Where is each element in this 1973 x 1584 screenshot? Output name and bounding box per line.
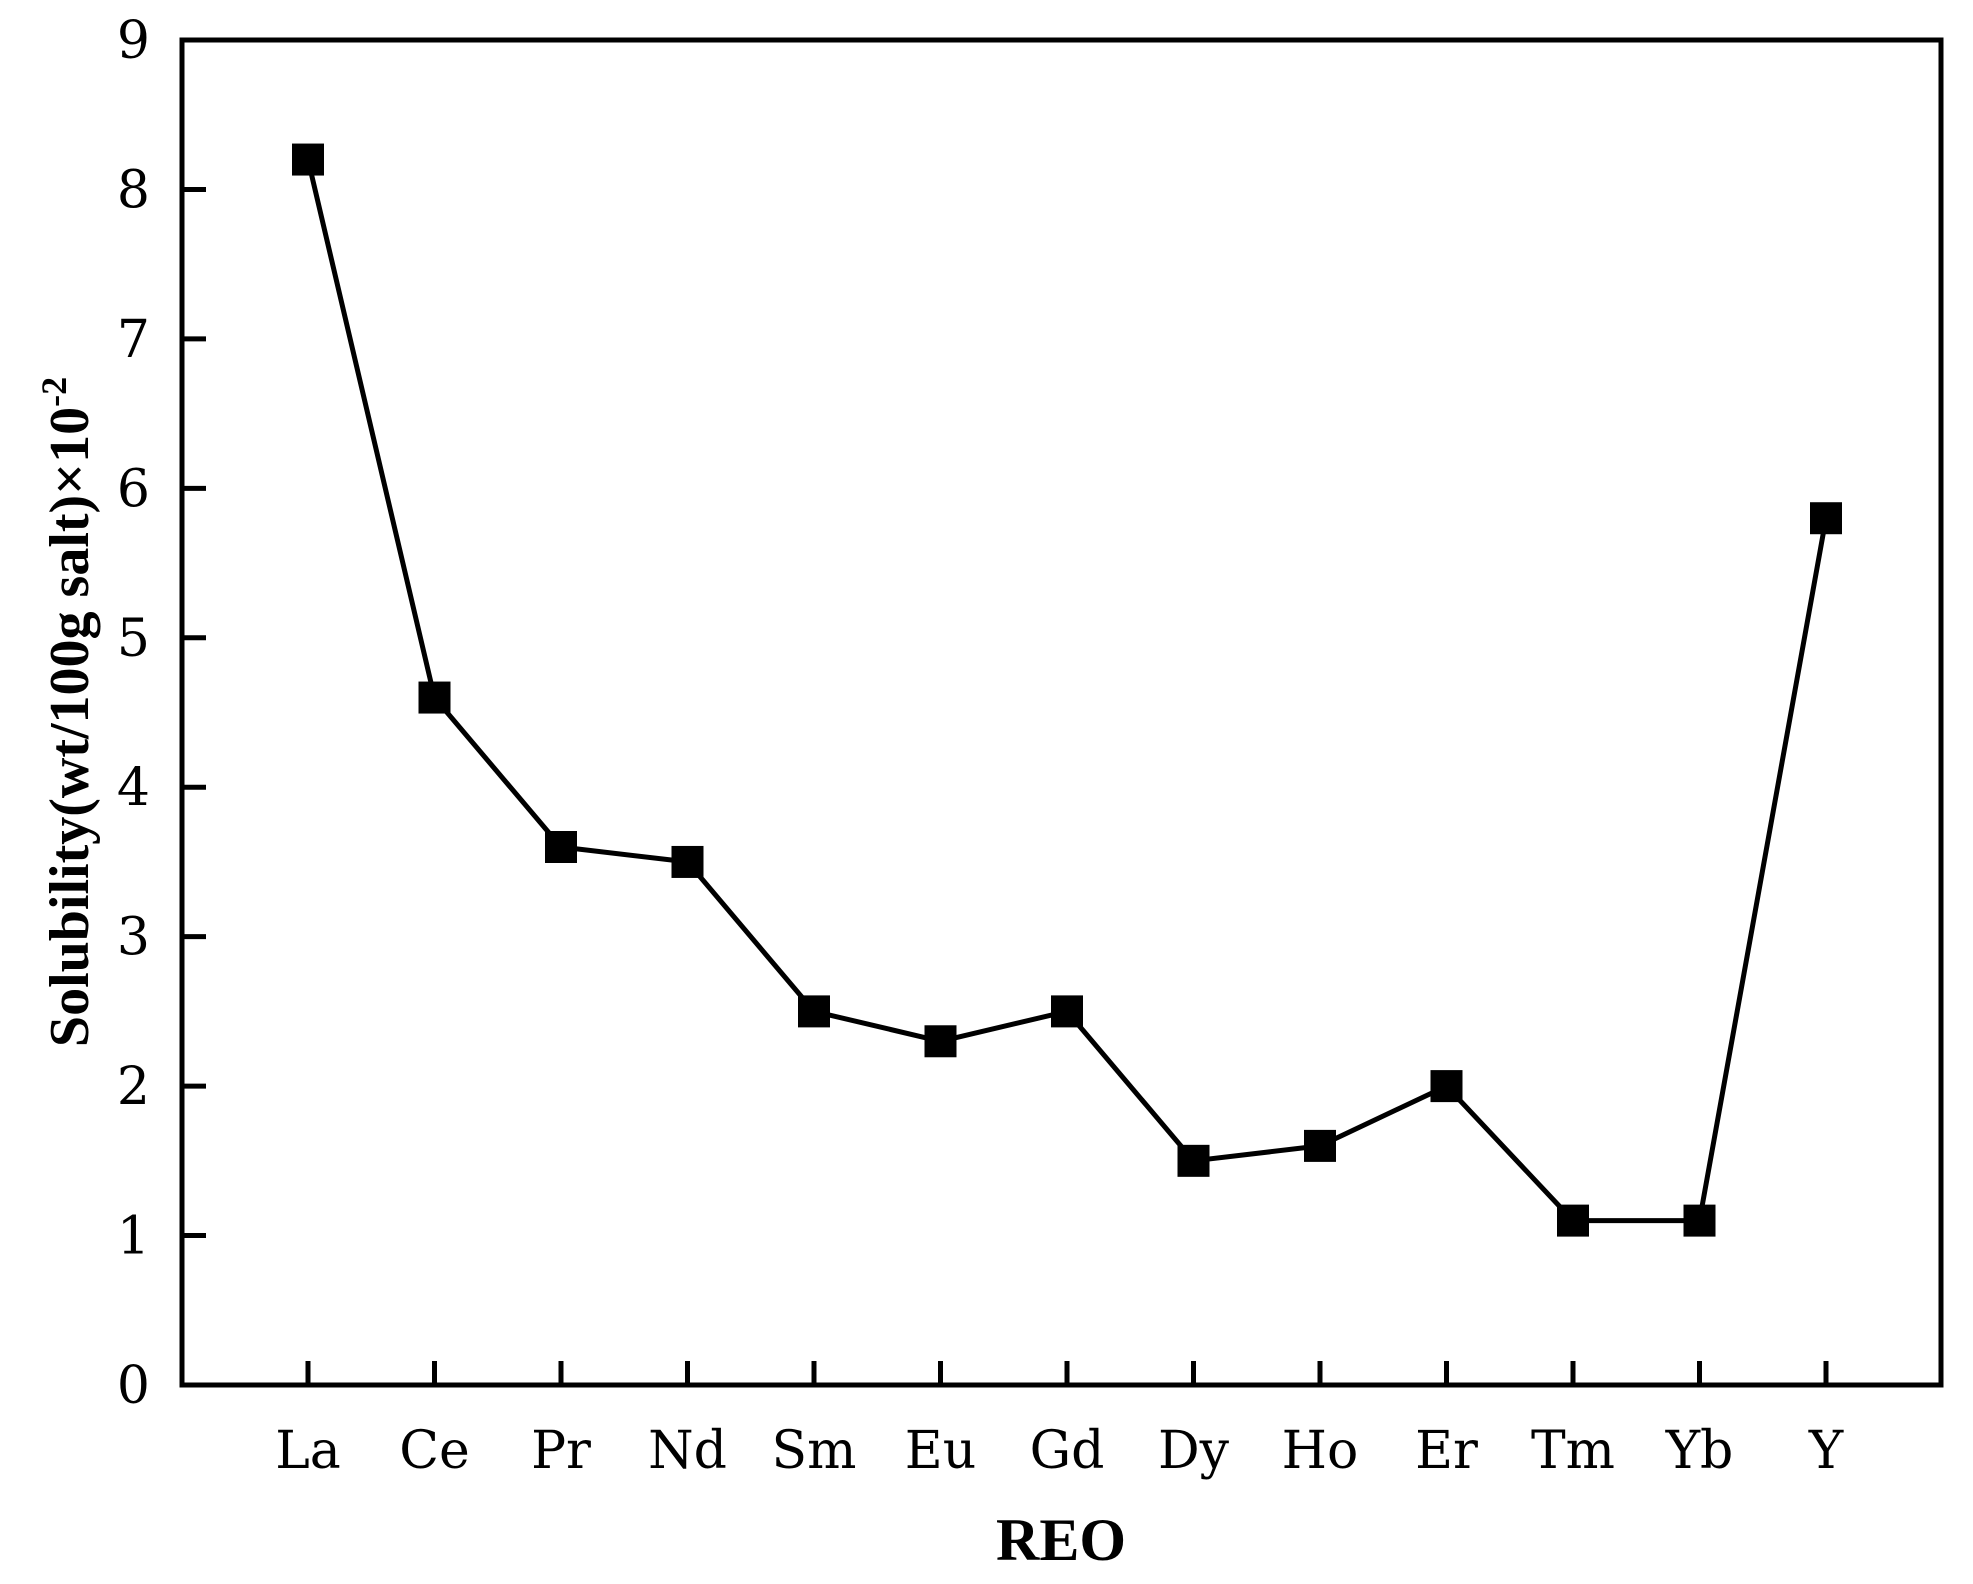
y-tick-label: 0 [117,1356,150,1416]
x-tick-label: Ho [1282,1421,1359,1481]
x-tick-label: Ce [399,1421,470,1481]
x-tick-label: Gd [1030,1421,1105,1481]
x-tick-label: Yb [1665,1421,1734,1481]
series-line [305,159,1829,1224]
data-point-marker [1051,995,1083,1028]
data-point-marker [1304,1129,1336,1162]
y-axis-title-main: Solubility(wt/100g salt)×10 [39,407,101,1047]
y-axis-title: Solubility(wt/100g salt)×10-2 [34,377,101,1047]
x-tick-label: Eu [905,1421,976,1481]
data-point-marker [545,831,577,863]
data-point-marker [671,845,704,878]
x-axis-ticks: La Ce Pr Nd Sm Eu Gd Dy Ho Er Tm Yb Y [275,1361,1844,1481]
y-tick-label: 5 [117,609,150,669]
data-point-marker [1430,1070,1463,1103]
x-tick-label: Dy [1158,1421,1230,1481]
y-axis-title-exponent: -2 [34,377,74,407]
x-tick-label: Y [1808,1421,1844,1481]
plot-frame [179,37,1944,1388]
data-point-marker [292,143,324,176]
y-tick-label: 2 [117,1057,150,1117]
data-point-marker [1683,1204,1716,1237]
series-markers [292,143,1842,1237]
data-point-marker [1557,1204,1589,1237]
x-axis-title: REO [996,1507,1126,1573]
y-tick-label: 1 [117,1207,150,1267]
data-point-marker [418,681,451,714]
x-tick-label: Tm [1531,1421,1615,1481]
data-point-marker [1177,1144,1210,1177]
x-tick-label: La [275,1421,341,1481]
x-tick-label: Pr [531,1421,591,1481]
data-point-marker [924,1025,957,1058]
data-point-marker [1810,502,1842,535]
x-tick-label: Er [1415,1421,1478,1481]
y-tick-label: 8 [117,160,150,220]
x-tick-label: Nd [648,1421,727,1481]
y-tick-label: 3 [117,908,150,968]
y-tick-label: 4 [117,758,150,818]
y-axis-ticks: 0 1 2 3 4 5 6 7 8 9 [117,11,206,1416]
y-tick-label: 6 [117,459,150,519]
data-point-marker [798,995,830,1028]
y-tick-label: 7 [117,310,150,370]
x-tick-label: Sm [772,1421,857,1481]
y-tick-label: 9 [117,11,150,71]
